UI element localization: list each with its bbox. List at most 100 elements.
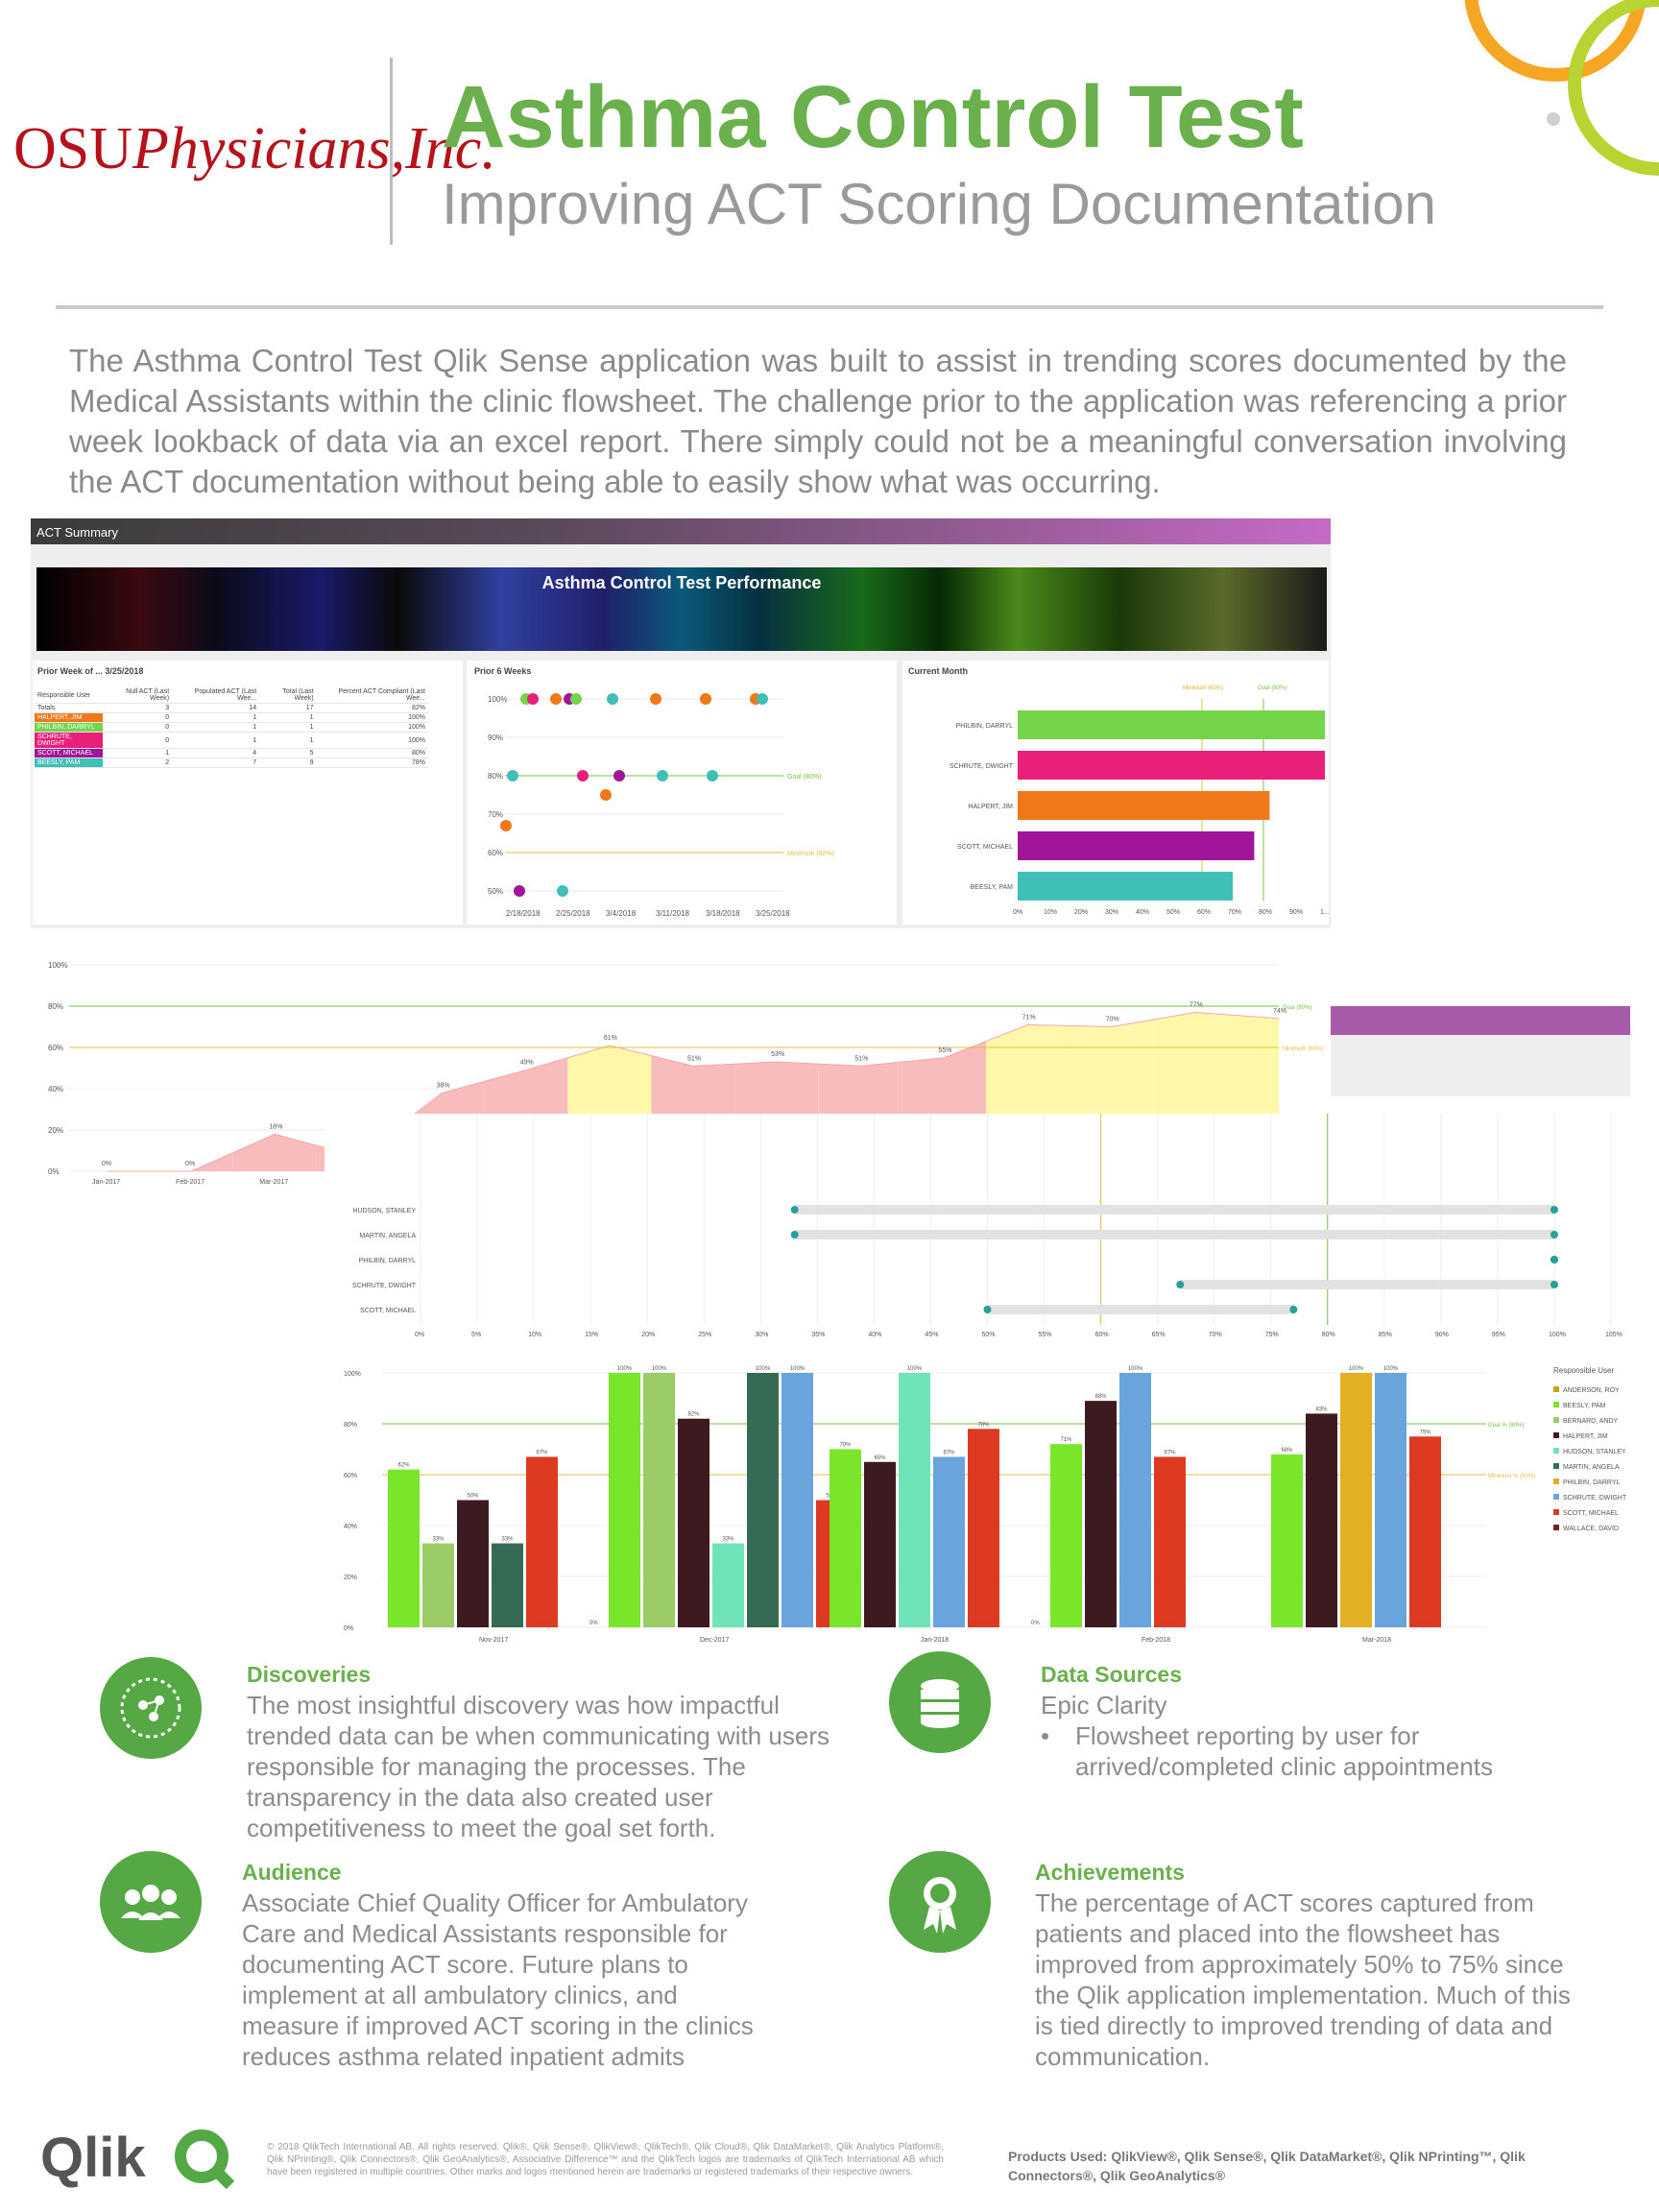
data-label: 49% <box>520 1060 534 1067</box>
totals-row: Totals 3 14 17 82% <box>35 703 428 713</box>
col-total[interactable]: Total (Last Week) <box>259 687 317 704</box>
legend-swatch <box>1553 1463 1559 1469</box>
range-chart: 0% 5% 10% 15% 20% 25% 30% 35% 40% 45% 50% 55% 60% 65%… <box>352 1114 1623 1338</box>
table-row[interactable]: BEESLY, PAM 2 7 9 78% <box>35 757 428 768</box>
col-responsible-user[interactable]: Responsible User <box>35 687 104 704</box>
user-name-cell: HALPERT, JIM <box>35 712 104 723</box>
bar-data-label: 100% <box>1349 1366 1364 1372</box>
legend-swatch <box>1553 1509 1559 1515</box>
range-end <box>1550 1256 1558 1263</box>
bar-label: HALPERT, JIM <box>968 804 1013 810</box>
bar <box>1018 751 1325 780</box>
bar-data-label: 71% <box>1060 1437 1072 1443</box>
range-end <box>1550 1206 1558 1214</box>
legend-label: HALPERT, JIM <box>1563 1433 1608 1440</box>
bar-data-label: 62% <box>397 1463 410 1469</box>
x-tick-label: 3/18/2018 <box>706 909 740 918</box>
x-tick-label: 2/25/2018 <box>556 909 590 918</box>
y-tick-label: 90% <box>488 733 503 742</box>
data-point <box>527 693 539 705</box>
range-start <box>983 1306 992 1313</box>
data-label: 71% <box>1022 1014 1036 1021</box>
legend-label: HUDSON, STANLEY <box>1563 1449 1626 1455</box>
bar <box>830 1449 861 1627</box>
x-tick-label: 90% <box>1289 909 1303 916</box>
x-tick-label: 50% <box>1166 909 1180 916</box>
y-tick-label: 100% <box>488 695 507 704</box>
range-start <box>1176 1281 1185 1288</box>
y-tick-label: 80% <box>344 1422 357 1429</box>
bar-data-label: 33% <box>432 1537 445 1543</box>
x-tick-label: 40% <box>1136 909 1149 916</box>
bar <box>1085 1401 1117 1627</box>
bar-data-label: 0% <box>589 1621 598 1626</box>
data-sources-bullet: Flowsheet reporting by user for arrived/… <box>1075 1721 1493 1781</box>
bar-data-label: 83% <box>1315 1407 1328 1412</box>
table-row[interactable]: SCOTT, MICHAEL 1 4 5 80% <box>35 748 428 758</box>
legend-label: SCOTT, MICHAEL <box>1563 1510 1619 1517</box>
data-point <box>500 820 512 831</box>
bar <box>1018 872 1233 901</box>
data-sources-line: Epic Clarity <box>1041 1691 1167 1719</box>
data-label: 61% <box>604 1035 617 1042</box>
intro-paragraph: The Asthma Control Test Qlik Sense appli… <box>69 343 1567 499</box>
bar-data-label: 100% <box>617 1366 633 1372</box>
legend-label: BEESLY, PAM <box>1563 1403 1606 1409</box>
bar-data-label: 33% <box>501 1537 514 1543</box>
x-tick-label: 3/25/2018 <box>756 909 790 918</box>
monthly-panel: 100% 80% 60% 40% 20% 0% Goal % (80%) Minimum % … <box>325 1354 1630 1651</box>
table-row[interactable]: HALPERT, JIM 0 1 1 100% <box>35 712 428 723</box>
performance-banner: Asthma Control Test Performance <box>36 567 1327 651</box>
x-tick-label: Mar-2017 <box>259 1179 288 1186</box>
legend-swatch <box>1553 1525 1559 1530</box>
legend-label: MARTIN, ANGELA <box>1563 1464 1620 1471</box>
current-month-chart: Minimum (60%) Goal (80%) PHILBIN, DARRYL SC… <box>950 685 1329 916</box>
bar <box>1306 1413 1337 1627</box>
data-point <box>577 770 589 781</box>
y-tick-label: 100% <box>344 1371 361 1378</box>
col-populated-act[interactable]: Populated ACT (Last Wee... <box>172 687 260 704</box>
bar <box>678 1418 709 1627</box>
legend-swatch <box>1553 1402 1559 1407</box>
user-name-cell: PHILBIN, DARRYL <box>35 722 104 733</box>
table-row[interactable]: PHILBIN, DARRYL 0 1 1 100% <box>35 722 428 733</box>
goal-label: Goal % (80%) <box>1488 1423 1524 1429</box>
x-tick-label: Jan-2018 <box>921 1637 949 1644</box>
col-percent-compliant[interactable]: Percent ACT Compliant (Last Wee... <box>316 687 428 704</box>
data-point <box>600 789 612 801</box>
x-tick-label: Mar-2018 <box>1362 1637 1391 1644</box>
prior6-title: Prior 6 Weeks <box>474 666 532 676</box>
data-label: 38% <box>437 1082 450 1089</box>
value-cell: 100% <box>316 732 428 749</box>
row-label: HUDSON, STANLEY <box>352 1208 416 1214</box>
legend-label: SCHRUTE, DWIGHT <box>1563 1495 1627 1502</box>
value-cell: 1 <box>172 712 260 723</box>
legend-label: ANDERSON, ROY <box>1563 1387 1620 1394</box>
range-end <box>1550 1231 1558 1238</box>
audience-text: Associate Chief Quality Officer for Ambu… <box>242 1888 754 2071</box>
bar-data-label: 67% <box>536 1450 548 1455</box>
col-null-act[interactable]: Null ACT (Last Week) <box>103 687 173 704</box>
data-label: 77% <box>1190 1001 1203 1008</box>
range-bar <box>794 1205 1554 1214</box>
current-title: Current Month <box>908 666 968 676</box>
data-label: 18% <box>269 1123 282 1130</box>
x-tick-label: 15% <box>585 1332 598 1338</box>
bar <box>422 1543 454 1627</box>
range-bar <box>1180 1280 1554 1289</box>
area-segment <box>149 1152 233 1171</box>
value-cell: 1 <box>259 712 317 723</box>
bar <box>1119 1373 1151 1627</box>
data-label: 0% <box>102 1161 111 1167</box>
legend-goal: Goal (80%) <box>1258 685 1286 691</box>
data-label: 51% <box>854 1055 868 1062</box>
x-tick-label: 95% <box>1492 1332 1505 1338</box>
row-label: MARTIN, ANGELA <box>359 1233 416 1239</box>
totals-percent: 82% <box>316 703 428 713</box>
x-tick-label: 50% <box>981 1332 995 1338</box>
bar-data-label: 33% <box>722 1537 734 1543</box>
y-tick-label: 70% <box>488 810 503 819</box>
table-row[interactable]: SCHRUTE, DWIGHT 0 1 1 100% <box>35 732 428 749</box>
bar <box>747 1373 779 1627</box>
tab-act-summary[interactable]: ACT Summary <box>36 525 118 540</box>
